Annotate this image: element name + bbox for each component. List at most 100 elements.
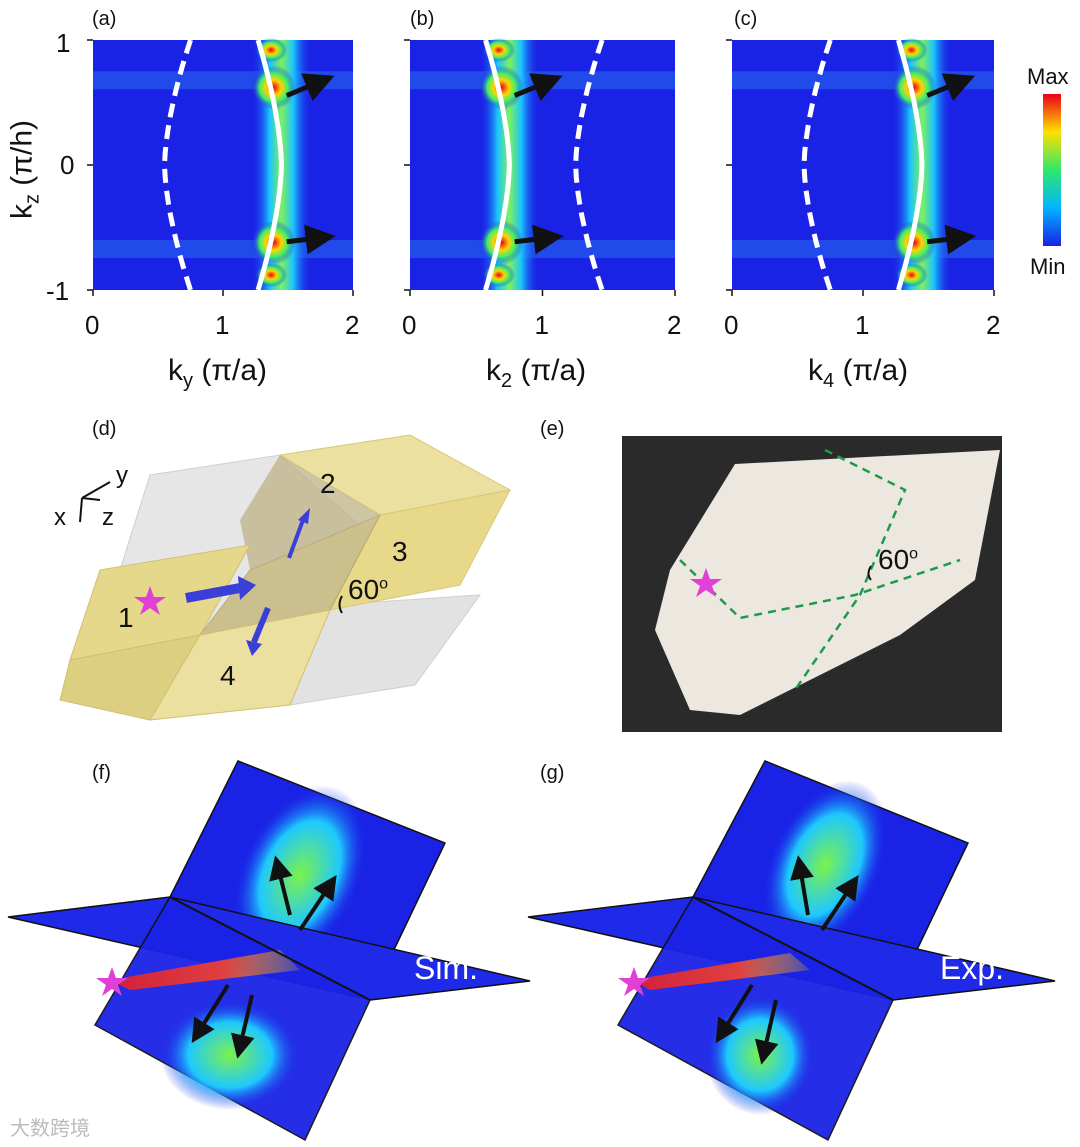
solid-curve-b	[483, 39, 512, 291]
x-tick-label-b-0: 0	[402, 310, 417, 340]
sim-tag: Sim.	[414, 950, 478, 986]
band-bottom-b	[410, 240, 675, 258]
arrow-down-1-f	[191, 983, 230, 1044]
arrow-c-1	[926, 224, 977, 255]
photo-star-icon	[690, 568, 722, 597]
angle-d-value: 60	[348, 574, 380, 605]
printed-sample	[655, 450, 1000, 715]
axis-z-label: z	[102, 504, 114, 531]
x-tick-label-b-2: 2	[667, 310, 682, 340]
panel-letter-g: (g)	[540, 762, 565, 784]
heatmap-a	[87, 38, 354, 296]
lower-glow-g	[705, 995, 815, 1115]
hot-spot-a-1	[251, 220, 296, 265]
port-label-4: 4	[220, 660, 236, 691]
arrow-up-1-g	[790, 855, 814, 916]
arrow-up-2-f	[298, 875, 337, 932]
panel-letter-d: (d)	[92, 418, 117, 440]
x-tick-label-b-1: 1	[534, 310, 549, 340]
panel-letter-f: (f)	[92, 762, 111, 784]
photo-angle-arc	[867, 565, 872, 581]
x-tick-label-c-2: 2	[986, 310, 1001, 340]
arrow-down-1-g	[715, 983, 754, 1044]
arrow-to-4-head	[246, 640, 262, 656]
hot-spot-b-1	[479, 220, 524, 265]
arrow-c-0	[926, 73, 976, 102]
solid-curve-a	[255, 39, 285, 291]
heatmap-c	[726, 38, 995, 296]
x-axis-c-main: k	[808, 354, 823, 387]
plane-edge-f	[169, 896, 371, 1001]
colorbar	[1043, 94, 1061, 246]
arrow-a-0	[285, 73, 335, 102]
arrow-down-2-g	[754, 999, 779, 1065]
x-tick-label-c-1: 1	[855, 310, 870, 340]
y-tick-1: 1	[56, 28, 71, 58]
arrow-b-0	[513, 73, 563, 102]
band-bottom-a	[93, 240, 353, 258]
photo-e	[622, 436, 1002, 732]
colorbar-min-label: Min	[1030, 254, 1066, 279]
x-axis-b-unit: (π/a)	[520, 354, 587, 387]
beam-g	[632, 953, 810, 990]
x-tick-label-a-2: 2	[345, 310, 360, 340]
angle-e-value: 60	[878, 544, 910, 575]
port-label-3: 3	[392, 536, 408, 567]
x-axis-c-sub: 4	[823, 370, 835, 392]
x-tick-label-a-0: 0	[85, 310, 100, 340]
axis-y-label: y	[116, 462, 128, 489]
x-axis-title-b: k2 (π/a)	[486, 354, 586, 393]
axis-x-label: x	[54, 504, 66, 531]
arrow-a-1	[286, 224, 336, 255]
x-tick-label-a-1: 1	[215, 310, 230, 340]
hot-spot-c-0	[892, 65, 937, 110]
x-axis-a-main: k	[168, 354, 183, 387]
x-axis-c-unit: (π/a)	[842, 354, 909, 387]
schematic-d	[59, 434, 512, 721]
solid-curve-c	[895, 39, 925, 291]
panel-letter-e: (e)	[540, 418, 565, 440]
angle-e-degree: o	[909, 545, 919, 563]
sample-dashed-outline	[679, 448, 961, 691]
y-tick-minus1: -1	[46, 276, 70, 306]
upper-glow-g	[762, 780, 888, 950]
arrow-b-1	[514, 224, 564, 255]
arrow-to-2	[287, 519, 305, 559]
coordinate-axes-icon	[79, 481, 111, 523]
port-label-2: 2	[320, 468, 336, 499]
yellow-shadow-face	[240, 455, 380, 570]
star-g-icon	[618, 967, 650, 996]
colorbar-max-label: Max	[1027, 64, 1069, 89]
plane-edge-g	[692, 896, 894, 1001]
x-axis-b-sub: 2	[501, 370, 513, 392]
panel-letter-b: (b)	[410, 8, 435, 30]
field-map-f	[7, 760, 531, 1142]
hot-spot-b-0	[479, 65, 524, 110]
angle-d-degree: o	[379, 575, 389, 593]
arrow-up-2-g	[820, 875, 859, 932]
y-tick-0: 0	[60, 150, 75, 180]
x-tick-label-c-0: 0	[724, 310, 739, 340]
arrow-to-2-head	[298, 508, 310, 524]
x-axis-b-main: k	[486, 354, 501, 387]
star-f-icon	[96, 967, 128, 996]
band-bottom-c	[732, 240, 994, 258]
beam-f	[110, 950, 300, 990]
x-axis-a-unit: (π/a)	[201, 354, 268, 387]
panel-letter-a: (a)	[92, 8, 117, 30]
angle-label-d: 60o	[348, 574, 388, 606]
arrow-to-4	[251, 606, 271, 644]
heatmap-row	[87, 38, 1061, 296]
arrow-up-1-f	[269, 855, 293, 916]
field-map-g	[527, 760, 1056, 1142]
arrow-down-2-f	[231, 994, 255, 1059]
middle-row	[59, 434, 1002, 732]
watermark: 大数跨境	[10, 1118, 90, 1140]
arrow-large-head	[238, 576, 256, 600]
x-axis-title-a: ky (π/a)	[168, 354, 267, 393]
x-axis-title-c: k4 (π/a)	[808, 354, 908, 393]
source-star-icon	[134, 586, 166, 615]
angle-label-e: 60o	[878, 544, 918, 576]
bottom-row	[7, 760, 1056, 1142]
hot-spot-c-1	[892, 220, 937, 265]
